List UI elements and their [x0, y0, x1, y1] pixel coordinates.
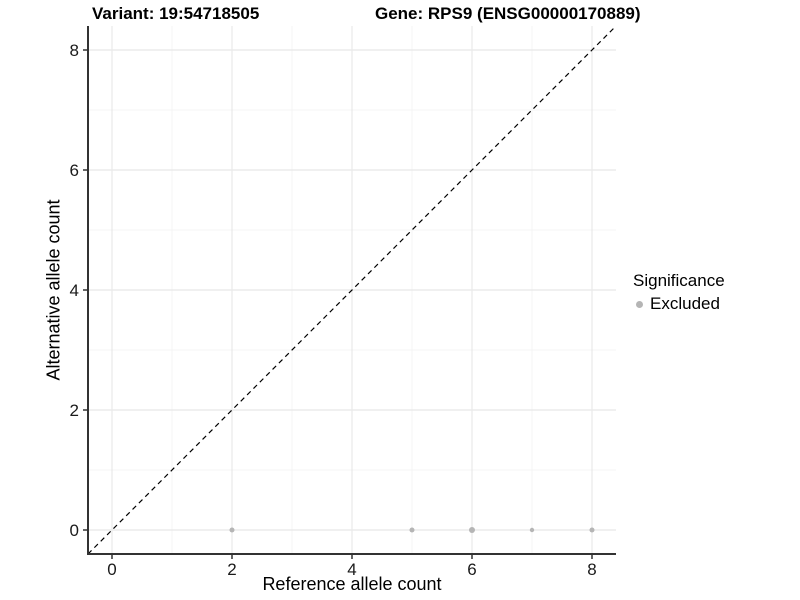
data-point: [229, 527, 235, 533]
data-point: [409, 527, 415, 533]
y-tick-label: 4: [70, 281, 79, 300]
legend-item: Excluded: [633, 294, 725, 314]
x-tick-label: 8: [587, 560, 596, 579]
identity-dashed-line: [87, 25, 617, 555]
data-point: [529, 527, 535, 533]
variant-title: Variant: 19:54718505: [92, 4, 260, 23]
data-point: [469, 527, 475, 533]
y-tick-label: 0: [70, 521, 79, 540]
y-tick-label: 6: [70, 161, 79, 180]
x-tick-label: 4: [347, 560, 356, 579]
x-axis-title: Reference allele count: [262, 574, 442, 594]
y-axis-title: Alternative allele count: [43, 199, 64, 381]
gene-title: Gene: RPS9 (ENSG00000170889): [375, 4, 641, 23]
data-point: [589, 527, 595, 533]
x-tick-label: 0: [107, 560, 116, 579]
y-tick-label: 8: [70, 41, 79, 60]
legend-item-label: Excluded: [650, 294, 720, 313]
x-tick-label: 2: [227, 560, 236, 579]
x-tick-label: 6: [467, 560, 476, 579]
legend-title: Significance: [633, 271, 725, 290]
legend-point-icon: [636, 300, 643, 308]
y-tick-label: 2: [70, 401, 79, 420]
legend: Significance Excluded: [633, 271, 725, 314]
